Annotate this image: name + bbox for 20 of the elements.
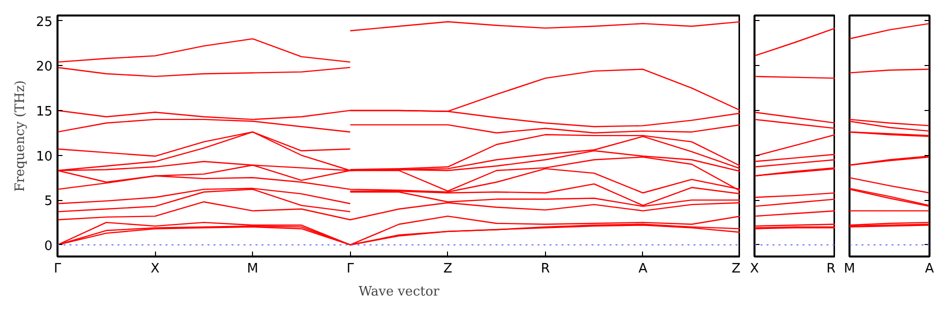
y-tick-label: 5 (44, 194, 53, 210)
x-tick-label: M (247, 262, 258, 276)
x-axis-title: Wave vector (358, 284, 440, 300)
x-tick-label: R (826, 262, 836, 276)
x-tick-label: X (150, 262, 160, 276)
x-tick-label: M (844, 262, 856, 276)
x-tick-label: Z (443, 262, 452, 276)
x-tick-label: A (638, 262, 648, 276)
x-tick-label: A (925, 262, 934, 276)
y-tick-label: 10 (36, 149, 53, 164)
x-tick-label: Γ (346, 262, 355, 276)
x-tick-label: R (540, 262, 550, 276)
x-tick-label: Γ (54, 262, 62, 276)
y-tick-label: 15 (36, 104, 53, 120)
x-tick-label: X (750, 262, 760, 276)
y-tick-label: 25 (36, 14, 53, 30)
y-tick-label: 0 (44, 238, 53, 254)
y-axis-title: Frequency (THz) (12, 80, 28, 192)
x-tick-label: Z (732, 262, 741, 276)
y-tick-label: 20 (36, 60, 53, 75)
